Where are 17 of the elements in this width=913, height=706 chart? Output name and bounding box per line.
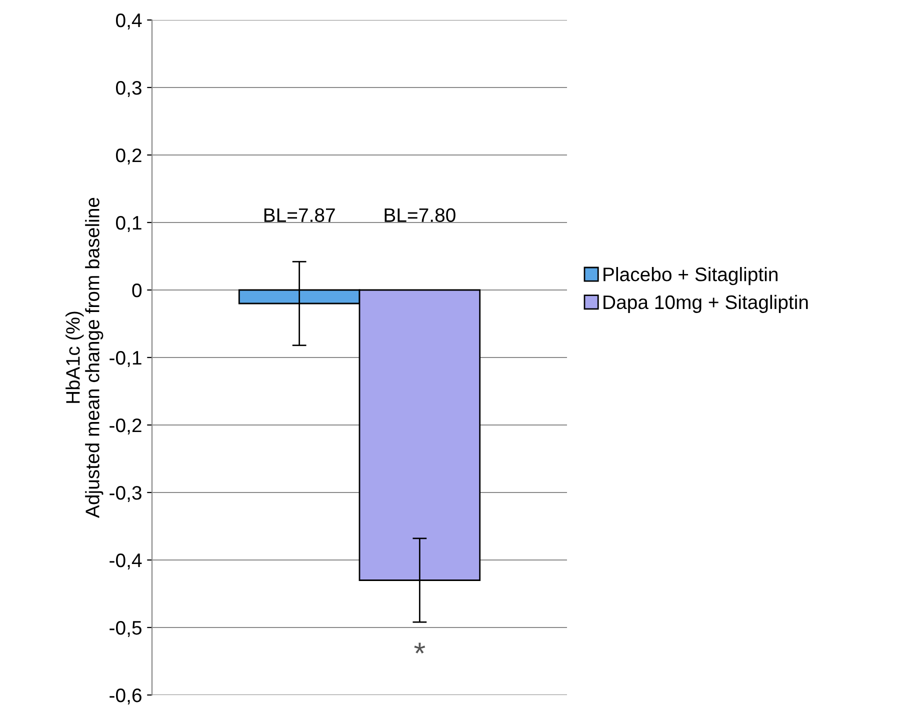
y-tick-label: 0,4 [116, 13, 142, 30]
y-tick-label: 0,2 [116, 148, 142, 165]
y-axis-title: HbA1c (%) Adjusted mean change from baseline [66, 198, 104, 518]
legend-label: Placebo + Sitagliptin [604, 267, 778, 286]
y-tick-label: -0,1 [110, 350, 142, 368]
y-tick-label: -0,6 [110, 688, 142, 705]
y-tick-label: -0,5 [110, 620, 142, 638]
annotation: BL=7.87 [264, 208, 335, 222]
y-tick-label: -0,4 [110, 553, 142, 570]
annotation: * [414, 642, 426, 654]
y-tick-label: -0,2 [110, 418, 142, 435]
y-tick-label: -0,3 [110, 486, 142, 502]
legend-label: Dapa 10mg + Sitagliptin [604, 294, 808, 313]
y-tick-label: 0,3 [116, 80, 142, 98]
y-tick-label: 0 [132, 283, 142, 298]
y-tick-label: 0,1 [116, 216, 142, 232]
annotation: BL=7.80 [384, 208, 456, 222]
